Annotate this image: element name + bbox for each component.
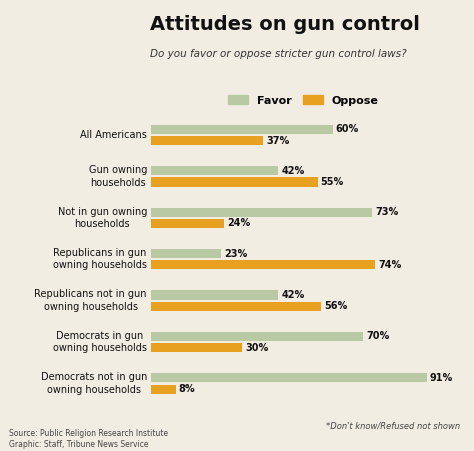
Text: 42%: 42%: [282, 166, 305, 176]
Text: Do you favor or oppose stricter gun control laws?: Do you favor or oppose stricter gun cont…: [150, 50, 407, 60]
Text: Republicans not in gun
owning households: Republicans not in gun owning households: [35, 290, 147, 312]
Bar: [152, 125, 333, 134]
Text: 55%: 55%: [321, 177, 344, 187]
Legend: Favor, Oppose: Favor, Oppose: [224, 91, 383, 110]
Bar: [152, 290, 278, 299]
Text: 91%: 91%: [429, 373, 453, 383]
Text: Republicans in gun
owning households: Republicans in gun owning households: [53, 248, 147, 271]
Bar: [152, 136, 264, 145]
Text: Attitudes on gun control: Attitudes on gun control: [150, 15, 420, 34]
Text: 23%: 23%: [224, 249, 247, 258]
Text: All Americans: All Americans: [80, 130, 147, 140]
Text: Gun owning
households: Gun owning households: [89, 165, 147, 188]
Bar: [152, 219, 224, 228]
Text: Not in gun owning
households: Not in gun owning households: [57, 207, 147, 229]
Text: 42%: 42%: [282, 290, 305, 300]
Text: 74%: 74%: [378, 260, 401, 270]
Bar: [152, 249, 221, 258]
Bar: [152, 207, 372, 217]
Text: Democrats in gun
owning households: Democrats in gun owning households: [53, 331, 147, 353]
Bar: [152, 385, 176, 394]
Text: *Don't know/Refused not shown: *Don't know/Refused not shown: [326, 422, 460, 431]
Bar: [152, 343, 242, 352]
Text: 56%: 56%: [324, 301, 347, 311]
Text: 30%: 30%: [245, 343, 268, 353]
Bar: [152, 166, 278, 175]
Text: 8%: 8%: [179, 384, 195, 394]
Text: 24%: 24%: [227, 218, 250, 228]
Text: Source: Public Religion Research Institute
Graphic: Staff, Tribune News Service: Source: Public Religion Research Institu…: [9, 429, 169, 449]
Text: 73%: 73%: [375, 207, 398, 217]
Bar: [152, 177, 318, 187]
Text: 60%: 60%: [336, 124, 359, 134]
Bar: [152, 373, 427, 382]
Text: 37%: 37%: [266, 136, 290, 146]
Bar: [152, 302, 321, 311]
Text: 70%: 70%: [366, 331, 389, 341]
Bar: [152, 332, 363, 341]
Bar: [152, 260, 375, 269]
Text: Democrats not in gun
owning households: Democrats not in gun owning households: [41, 372, 147, 395]
